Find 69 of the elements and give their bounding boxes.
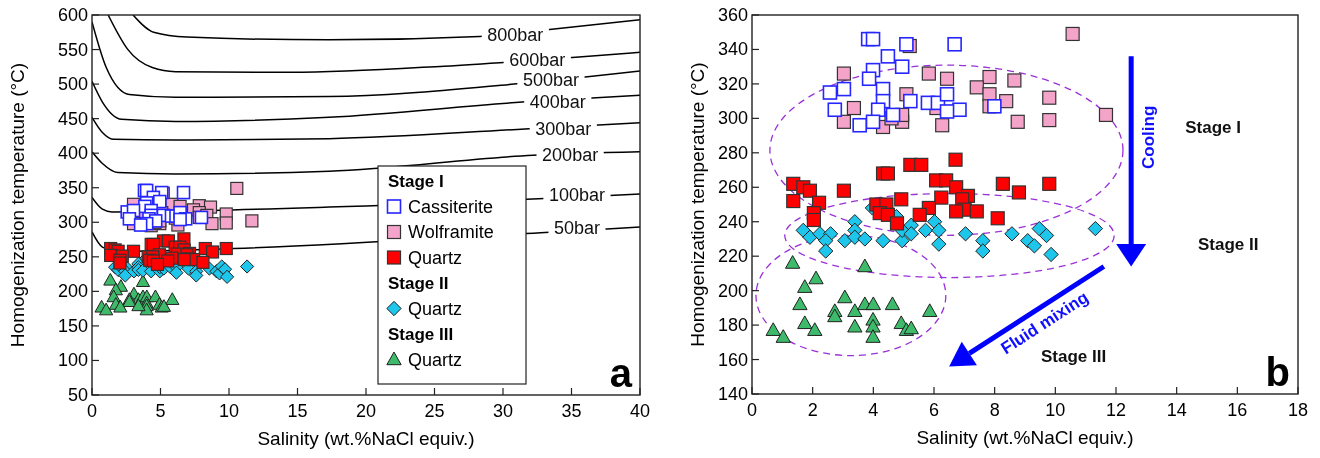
annotation: 300bar	[535, 119, 592, 140]
annotation: Stage III	[1040, 347, 1107, 367]
y-tick-label: 200	[717, 280, 748, 301]
y-tick-label: 320	[717, 73, 748, 94]
x-axis-title: Salinity (wt.%NaCl equiv.)	[916, 427, 1134, 448]
y-tick-label: 600	[57, 5, 88, 25]
annotation: Stage I	[1185, 117, 1241, 137]
x-tick-label: 0	[746, 400, 758, 420]
y-tick-label: 180	[717, 315, 748, 336]
x-tick-label: 5	[155, 401, 166, 421]
y-axis-title: Homogenization temperature (°C)	[687, 62, 708, 347]
legend-label: Quartz	[408, 349, 463, 370]
y-tick-label: 50	[67, 385, 88, 405]
annotation: 400bar	[529, 91, 586, 112]
x-tick-label: 25	[424, 401, 445, 421]
annotation: 600bar	[509, 49, 566, 70]
annotation: Stage II	[388, 274, 449, 293]
annotation: 50bar	[553, 218, 600, 239]
x-axis-title: Salinity (wt.%NaCl equiv.)	[257, 428, 475, 449]
x-tick-label: 0	[86, 401, 98, 421]
x-tick-label: 14	[1166, 400, 1187, 420]
annotation: 800bar	[487, 24, 544, 45]
legend-label: Quartz	[408, 298, 463, 319]
y-tick-label: 220	[717, 246, 748, 267]
x-tick-label: 2	[807, 400, 818, 420]
legend-label: Quartz	[408, 247, 463, 268]
x-tick-label: 10	[1045, 400, 1066, 420]
y-tick-label: 150	[57, 315, 88, 336]
y-tick-label: 200	[57, 281, 88, 302]
y-tick-label: 400	[57, 143, 88, 164]
y-tick-label: 340	[717, 39, 748, 60]
annotation: 200bar	[542, 144, 599, 165]
x-tick-label: 12	[1105, 400, 1127, 420]
annotation: 500bar	[522, 70, 579, 91]
legend-label: Wolframite	[408, 222, 494, 242]
y-tick-label: 100	[57, 350, 88, 371]
x-tick-label: 20	[355, 401, 377, 421]
y-tick-label: 280	[717, 142, 748, 163]
legend-label: Cassiterite	[408, 196, 494, 217]
annotation: Stage III	[388, 325, 454, 344]
x-tick-label: 30	[492, 401, 514, 421]
x-tick-label: 15	[287, 401, 308, 421]
y-tick-label: 140	[717, 384, 748, 404]
x-tick-label: 10	[218, 401, 240, 421]
annotation: a	[609, 351, 633, 395]
y-tick-label: 300	[717, 108, 748, 129]
y-tick-label: 240	[717, 211, 748, 232]
x-tick-label: 40	[629, 401, 651, 421]
legend-title: Stage I	[388, 172, 444, 191]
x-tick-label: 8	[989, 400, 1000, 420]
y-tick-label: 350	[57, 177, 88, 198]
y-axis-title: Homogenization temperature (°C)	[7, 62, 28, 348]
y-tick-label: 260	[717, 177, 748, 198]
x-tick-label: 16	[1227, 400, 1248, 420]
x-tick-label: 35	[561, 401, 582, 421]
x-tick-label: 6	[928, 400, 940, 420]
y-tick-label: 450	[57, 108, 88, 129]
y-tick-label: 160	[717, 349, 748, 370]
y-tick-label: 250	[57, 246, 88, 267]
y-tick-label: 360	[717, 5, 748, 25]
y-tick-label: 550	[57, 39, 88, 60]
x-tick-label: 4	[868, 400, 879, 420]
y-tick-label: 300	[57, 212, 88, 233]
annotation: 100bar	[548, 184, 606, 205]
annotation: Cooling	[1139, 105, 1159, 169]
x-tick-label: 18	[1287, 400, 1309, 420]
y-tick-label: 500	[57, 74, 88, 95]
annotation: b	[1265, 350, 1290, 394]
annotation: Stage II	[1198, 235, 1259, 255]
